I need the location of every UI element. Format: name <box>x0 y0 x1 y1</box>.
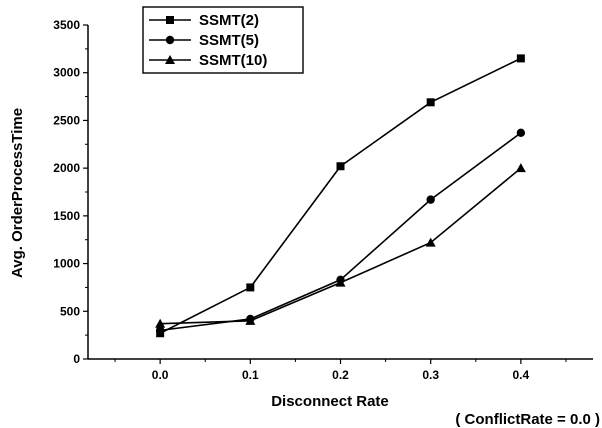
data-point-triangle <box>425 237 436 247</box>
y-tick-label: 2500 <box>53 113 80 127</box>
x-tick-label: 0.4 <box>513 368 530 382</box>
data-point-circle <box>516 128 526 138</box>
data-point-square <box>516 54 525 63</box>
legend: SSMT(2) SSMT(5) SSMT(10) <box>142 6 304 74</box>
legend-marker-triangle <box>165 55 175 64</box>
data-point-triangle <box>245 315 256 325</box>
y-axis-title: Avg. OrderProcessTime <box>9 108 26 278</box>
data-point-triangle <box>335 277 346 287</box>
data-point-square <box>336 162 345 171</box>
series-line-3 <box>160 167 522 325</box>
y-tick-label: 0 <box>73 352 80 366</box>
data-point-square <box>246 283 255 292</box>
legend-label-1: SSMT(2) <box>199 12 259 29</box>
conflict-rate-note: ( ConflictRate = 0.0 ) <box>455 411 600 428</box>
data-point-triangle <box>155 318 166 328</box>
y-tick-label: 1000 <box>53 257 80 271</box>
data-point-circle <box>155 326 165 335</box>
y-tick-label: 2000 <box>53 161 80 175</box>
y-tick-label: 1500 <box>53 209 80 223</box>
y-tick-label: 3500 <box>53 18 80 32</box>
data-markers <box>155 54 526 338</box>
y-tick-label: 3000 <box>53 66 80 80</box>
x-tick-label: 0.0 <box>152 368 169 382</box>
x-tick-label: 0.3 <box>422 368 439 382</box>
data-point-circle <box>426 195 435 204</box>
data-point-square <box>426 98 435 107</box>
legend-marker-circle <box>165 35 175 45</box>
legend-label-2: SSMT(5) <box>199 32 259 49</box>
axes <box>87 25 593 360</box>
series-lines <box>159 57 522 334</box>
x-axis-title: Disconnect Rate <box>271 393 389 410</box>
x-tick-label: 0.2 <box>332 368 349 382</box>
series-line-1 <box>159 57 522 334</box>
legend-marker-square <box>166 16 174 24</box>
y-tick-label: 500 <box>60 304 80 318</box>
legend-label-3: SSMT(10) <box>199 52 267 69</box>
x-tick-label: 0.1 <box>242 368 259 382</box>
data-point-triangle <box>515 163 526 173</box>
tick-marks: 0 500 1000 1500 2000 2500 3000 3500 0.0 0.1 0.2 0.3… <box>53 18 567 382</box>
